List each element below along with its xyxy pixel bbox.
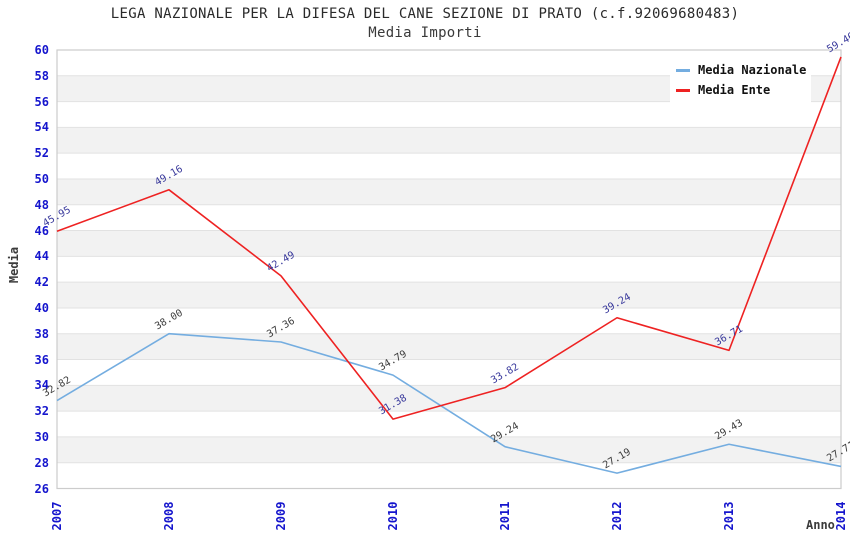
plot-band xyxy=(57,101,841,128)
x-tick-label: 2010 xyxy=(386,501,400,531)
chart-subtitle: Media Importi xyxy=(368,25,482,41)
y-tick-label: 54 xyxy=(34,120,49,135)
legend-item-media-nazionale: Media Nazionale xyxy=(670,63,811,77)
x-tick-label: 2008 xyxy=(162,501,176,531)
y-tick-label: 34 xyxy=(34,378,49,393)
y-tick-label: 60 xyxy=(34,43,49,57)
y-tick-label: 52 xyxy=(34,146,49,161)
plot-band xyxy=(57,333,841,360)
y-tick-label: 56 xyxy=(34,94,49,109)
x-tick-label: 2013 xyxy=(722,501,736,531)
y-tick-label: 46 xyxy=(34,223,49,238)
plot-band xyxy=(57,204,841,231)
legend-item-media-ente: Media Ente xyxy=(670,83,811,97)
x-tick-label: 2007 xyxy=(50,501,64,531)
x-tick-label: 2012 xyxy=(610,501,624,531)
chart-title: LEGA NAZIONALE PER LA DIFESA DEL CANE SE… xyxy=(110,6,740,22)
plot-band xyxy=(57,436,841,463)
plot-band xyxy=(57,127,841,154)
legend-line-icon xyxy=(676,88,690,92)
y-tick-label: 36 xyxy=(34,352,49,367)
x-tick-label: 2014 xyxy=(834,501,848,531)
legend-line-icon xyxy=(676,68,690,72)
plot-band xyxy=(57,462,841,489)
plot-band xyxy=(57,359,841,386)
plot-border xyxy=(56,49,842,490)
plot-band xyxy=(57,385,841,412)
y-tick-label: 28 xyxy=(34,455,49,470)
y-tick-label: 50 xyxy=(34,171,49,186)
y-tick-label: 42 xyxy=(34,275,49,290)
x-tick-label: 2011 xyxy=(498,501,512,531)
y-tick-label: 38 xyxy=(34,326,49,341)
y-tick-label: 44 xyxy=(34,249,49,264)
series-line-media-ente xyxy=(56,56,842,420)
legend-label: Media Ente xyxy=(698,83,771,97)
y-tick-label: 26 xyxy=(34,481,49,496)
legend: Media Nazionale Media Ente xyxy=(670,55,811,105)
y-tick-label: 48 xyxy=(34,197,49,212)
y-tick-label: 30 xyxy=(34,429,49,444)
plot-band xyxy=(57,282,841,308)
y-tick-label: 40 xyxy=(34,300,49,315)
plot-band xyxy=(57,153,841,179)
plot-band xyxy=(57,256,841,283)
x-axis-label: Anno xyxy=(806,518,835,532)
plot-band xyxy=(57,411,841,437)
plot-band xyxy=(57,307,841,334)
y-tick-label: 32 xyxy=(34,404,49,419)
y-tick-label: 58 xyxy=(34,68,49,83)
legend-label: Media Nazionale xyxy=(698,63,807,77)
plot-band xyxy=(57,230,841,257)
y-axis-label: Media xyxy=(7,246,21,284)
x-tick-label: 2009 xyxy=(274,501,288,531)
series-line-media-nazionale xyxy=(56,332,842,474)
plot-band xyxy=(57,178,841,205)
